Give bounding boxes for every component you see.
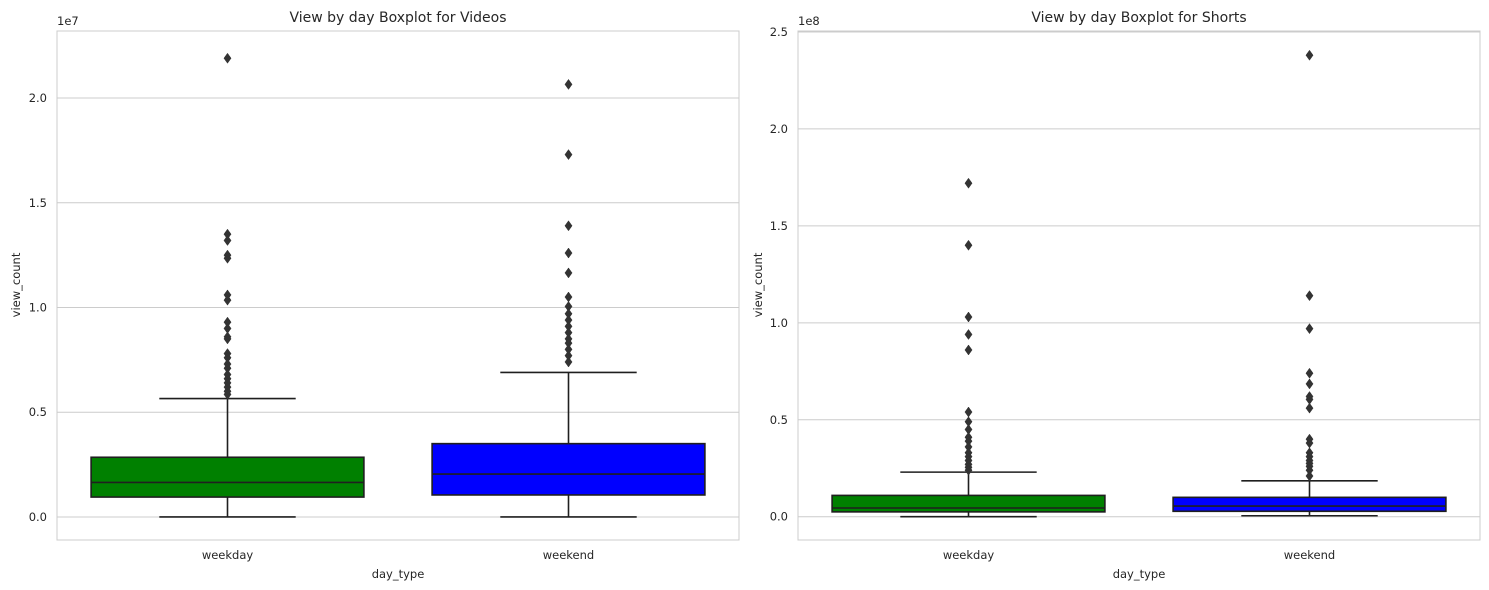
videos-chart-title: View by day Boxplot for Videos bbox=[289, 10, 506, 26]
x-tick-label: weekend bbox=[543, 548, 594, 562]
videos-box-weekend bbox=[431, 78, 706, 518]
outlier-point bbox=[564, 220, 573, 232]
shorts-box-weekend bbox=[1172, 49, 1447, 517]
videos-y-offset-label: 1e7 bbox=[57, 14, 79, 28]
videos-boxes bbox=[90, 52, 706, 518]
y-tick-label: 0.5 bbox=[770, 413, 788, 427]
iqr-box bbox=[1172, 496, 1447, 513]
outlier-point bbox=[1305, 470, 1314, 482]
outlier-point bbox=[964, 239, 973, 251]
outlier-point bbox=[223, 294, 232, 306]
outlier-point bbox=[1305, 367, 1314, 379]
shorts-box-weekday bbox=[831, 177, 1106, 518]
shorts-y-offset-label: 1e8 bbox=[798, 14, 820, 28]
y-tick-label: 2.0 bbox=[29, 91, 47, 105]
y-tick-label: 2.0 bbox=[770, 122, 788, 136]
y-tick-label: 1.0 bbox=[770, 316, 788, 330]
videos-boxplot-panel: 0.0 0.5 1.0 1.5 2.0 weekday weekend View by d… bbox=[9, 10, 740, 581]
outlier-point bbox=[223, 252, 232, 264]
x-tick-label: weekday bbox=[202, 548, 254, 562]
outlier-point bbox=[564, 356, 573, 368]
outlier-point bbox=[1305, 49, 1314, 61]
shorts-y-tick-labels: 0.0 0.5 1.0 1.5 2.0 2.5 bbox=[770, 25, 788, 524]
shorts-plot-area bbox=[797, 30, 1481, 541]
outlier-point bbox=[964, 329, 973, 340]
iqr-box bbox=[90, 456, 365, 498]
shorts-chart-title: View by day Boxplot for Shorts bbox=[1031, 10, 1246, 26]
y-tick-label: 0.0 bbox=[29, 510, 47, 524]
videos-x-axis-label: day_type bbox=[372, 567, 425, 581]
videos-y-axis-label: view_count bbox=[9, 252, 23, 317]
outlier-point bbox=[223, 333, 232, 345]
outlier-point bbox=[964, 311, 973, 323]
outlier-point bbox=[223, 52, 232, 64]
videos-box-weekday bbox=[90, 52, 365, 518]
outlier-point bbox=[564, 247, 573, 259]
outlier-point bbox=[964, 177, 973, 189]
shorts-y-axis-label: view_count bbox=[751, 252, 765, 317]
outlier-point bbox=[964, 344, 973, 356]
shorts-boxes bbox=[831, 49, 1447, 518]
y-tick-label: 2.5 bbox=[770, 25, 788, 39]
outlier-point bbox=[564, 78, 573, 90]
videos-x-tick-labels: weekday weekend bbox=[202, 548, 594, 562]
outlier-point bbox=[223, 235, 232, 246]
videos-y-tick-labels: 0.0 0.5 1.0 1.5 2.0 bbox=[29, 91, 47, 524]
outlier-point bbox=[1305, 402, 1314, 414]
shorts-x-tick-labels: weekday weekend bbox=[943, 548, 1335, 562]
outlier-point bbox=[223, 388, 232, 400]
outlier-point bbox=[1305, 290, 1314, 302]
outlier-point bbox=[564, 267, 573, 279]
x-tick-label: weekend bbox=[1284, 548, 1335, 562]
iqr-box bbox=[431, 442, 706, 496]
y-tick-label: 1.0 bbox=[29, 300, 47, 314]
x-tick-label: weekday bbox=[943, 548, 995, 562]
outlier-point bbox=[564, 149, 573, 161]
y-tick-label: 0.0 bbox=[770, 510, 788, 524]
iqr-box bbox=[831, 494, 1106, 513]
y-tick-label: 1.5 bbox=[29, 196, 47, 210]
outlier-point bbox=[1305, 323, 1314, 335]
y-tick-label: 0.5 bbox=[29, 405, 47, 419]
outlier-point bbox=[964, 464, 973, 476]
shorts-x-axis-label: day_type bbox=[1113, 567, 1166, 581]
shorts-boxplot-panel: 0.0 0.5 1.0 1.5 2.0 2.5 weekday weekend View b… bbox=[751, 10, 1481, 581]
outlier-point bbox=[1305, 378, 1314, 390]
y-tick-label: 1.5 bbox=[770, 219, 788, 233]
